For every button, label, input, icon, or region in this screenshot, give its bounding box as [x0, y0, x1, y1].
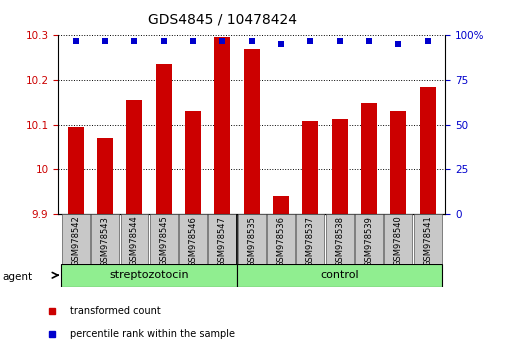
Bar — [296, 214, 324, 264]
Point — [364, 38, 372, 44]
Bar — [120, 214, 148, 264]
Bar — [91, 214, 119, 264]
Bar — [149, 214, 177, 264]
Bar — [62, 214, 89, 264]
Bar — [331, 119, 347, 214]
Text: GSM978543: GSM978543 — [100, 216, 110, 267]
Text: GSM978546: GSM978546 — [188, 216, 197, 267]
Bar — [208, 214, 236, 264]
Bar — [384, 214, 412, 264]
Point — [306, 38, 314, 44]
Text: GSM978544: GSM978544 — [130, 216, 139, 267]
Bar — [179, 214, 207, 264]
Point — [423, 38, 431, 44]
Point — [335, 38, 343, 44]
Text: streptozotocin: streptozotocin — [109, 270, 188, 280]
Bar — [301, 121, 318, 214]
Point — [218, 38, 226, 44]
Text: GSM978537: GSM978537 — [306, 216, 314, 267]
Text: GSM978538: GSM978538 — [334, 216, 343, 267]
Bar — [273, 196, 288, 214]
Bar — [237, 214, 265, 264]
Text: transformed count: transformed count — [70, 307, 161, 316]
Bar — [243, 49, 259, 214]
Bar — [214, 37, 230, 214]
Text: GSM978540: GSM978540 — [393, 216, 402, 267]
Text: GSM978545: GSM978545 — [159, 216, 168, 267]
Text: agent: agent — [3, 272, 33, 282]
Bar — [68, 127, 84, 214]
Text: percentile rank within the sample: percentile rank within the sample — [70, 329, 234, 339]
Point — [160, 38, 168, 44]
Point — [130, 38, 138, 44]
Point — [101, 38, 109, 44]
Point — [276, 41, 284, 47]
Text: GSM978539: GSM978539 — [364, 216, 373, 267]
Text: GSM978542: GSM978542 — [71, 216, 80, 267]
Text: GSM978541: GSM978541 — [422, 216, 431, 267]
Point — [393, 41, 401, 47]
Bar — [61, 264, 237, 287]
Bar — [126, 100, 142, 214]
Bar — [360, 103, 376, 214]
Bar — [413, 214, 441, 264]
Bar — [156, 64, 172, 214]
Text: GSM978536: GSM978536 — [276, 216, 285, 267]
Point — [72, 38, 80, 44]
Text: GSM978547: GSM978547 — [218, 216, 226, 267]
Point — [247, 38, 256, 44]
Bar — [325, 214, 353, 264]
Bar — [389, 112, 406, 214]
Text: control: control — [320, 270, 359, 280]
Point — [189, 38, 197, 44]
Text: GDS4845 / 10478424: GDS4845 / 10478424 — [148, 12, 296, 27]
Bar — [355, 214, 382, 264]
Bar — [419, 87, 435, 214]
Bar — [185, 112, 201, 214]
Bar — [97, 138, 113, 214]
Text: GSM978535: GSM978535 — [247, 216, 256, 267]
Bar — [267, 214, 294, 264]
Bar — [237, 264, 441, 287]
